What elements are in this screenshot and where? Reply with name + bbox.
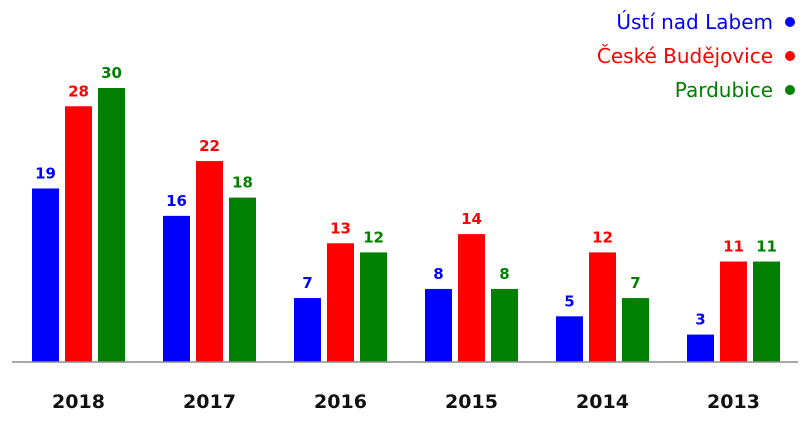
x-tick-label: 2014 [576,391,629,413]
data-label: 22 [199,137,220,155]
data-label: 12 [592,228,613,246]
bar-2015-2 [491,288,518,362]
data-label: 11 [756,238,777,256]
bars-layer [32,88,780,363]
bar-2013-2 [753,261,780,362]
data-label: 7 [630,274,640,292]
data-label: 8 [433,265,443,283]
data-label: 11 [723,238,744,256]
bar-2017-1 [196,161,223,362]
data-label: 28 [68,82,89,100]
bar-2017-0 [163,215,190,362]
bar-2018-1 [65,106,92,363]
legend: Ústí nad Labem České Budějovice Pardubice [597,10,795,102]
bar-2018-0 [32,188,59,362]
legend-marker [785,85,795,95]
x-tick-label: 2013 [707,391,760,413]
bar-2014-2 [622,298,649,362]
x-tick-label: 2017 [183,391,236,413]
data-label: 18 [232,174,253,192]
bar-2016-0 [294,298,321,362]
bar-2014-1 [589,252,616,362]
bar-2018-2 [98,88,125,362]
data-label: 14 [461,210,482,228]
data-label: 16 [166,192,187,210]
bar-2017-2 [229,197,256,362]
bar-2015-1 [458,234,485,362]
data-label: 30 [101,64,122,82]
x-tick-label: 2016 [314,391,367,413]
category-labels-layer: 2018 2017 2016 2015 2014 2013 [52,391,760,413]
bar-2016-1 [327,243,354,362]
data-label: 19 [35,164,56,182]
data-label: 12 [363,228,384,246]
data-label: 7 [302,274,312,292]
data-label: 3 [695,311,705,329]
data-label: 13 [330,219,351,237]
x-tick-label: 2018 [52,391,105,413]
legend-marker [785,17,795,27]
legend-label: Pardubice [675,78,773,102]
legend-label: Ústí nad Labem [616,10,773,34]
legend-marker [785,51,795,61]
legend-label: České Budějovice [597,44,773,68]
data-label: 8 [499,265,509,283]
bar-2015-0 [425,288,452,362]
x-tick-label: 2015 [445,391,498,413]
value-labels-layer: 19 28 30 16 22 18 7 13 12 8 14 8 5 12 7 3 11 11 [35,64,777,329]
bar-2014-0 [556,316,583,362]
data-label: 5 [564,292,574,310]
bar-2013-1 [720,261,747,362]
bar-2016-2 [360,252,387,362]
bar-2013-0 [687,334,714,362]
